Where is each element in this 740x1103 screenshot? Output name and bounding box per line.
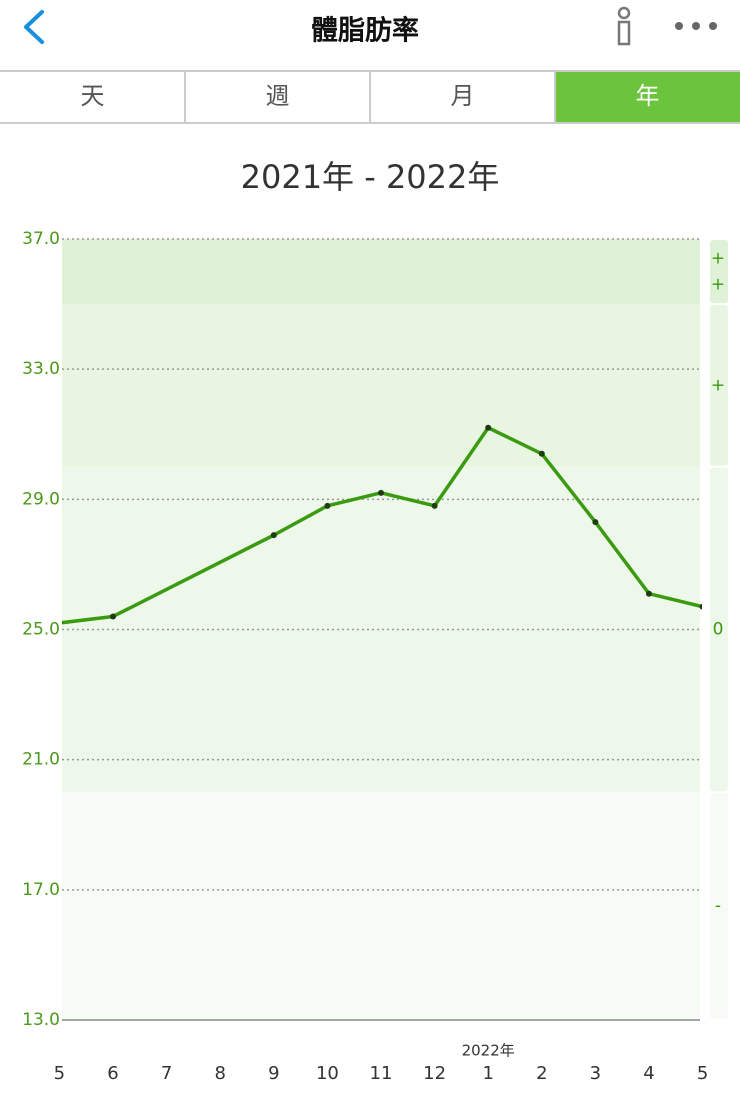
x-annotation: 2022年 [462,1042,515,1060]
tab[interactable] [185,72,370,122]
zone-label: - [715,896,721,916]
data-point [62,621,63,625]
data-point [270,532,277,539]
tab-label: 月 [451,82,475,110]
data-point [646,590,652,597]
x-tick-label: 4 [643,1063,654,1084]
more-button[interactable] [675,22,717,30]
data-point [378,489,384,496]
x-tick-label: 12 [423,1063,446,1084]
tab[interactable] [0,72,185,122]
zone-marker [710,467,728,792]
tab-label: 年 [636,82,660,110]
y-tick-label: 25.0 [22,620,60,640]
y-tick-label: 17.0 [22,880,60,900]
data-point [538,450,545,457]
x-tick-label: 6 [107,1063,118,1084]
zone-label: + [711,275,725,295]
data-point [431,502,438,509]
x-tick-label: 7 [161,1063,172,1084]
zone-band [62,792,700,1020]
zone-label: 0 [713,620,724,640]
data-point [485,424,492,431]
header-title: 體脂肪率 [311,15,419,47]
x-tick-label: 8 [214,1063,225,1084]
x-tick-label: 3 [590,1063,601,1084]
x-tick-label: 10 [316,1063,339,1084]
y-tick-label: 33.0 [22,359,60,379]
data-point [699,603,702,610]
y-tick-label: 37.0 [22,229,60,249]
y-tick-label: 21.0 [22,750,60,770]
x-tick-label: 1 [482,1063,493,1084]
zone-band [62,304,700,467]
tab-bar: 天週月年 [0,72,740,122]
zone-band [62,239,700,305]
x-tick-label: 5 [54,1063,65,1084]
zone-label: + [711,375,725,395]
zone-marker [710,793,728,1019]
x-tick-label: 5 [697,1063,708,1084]
zone-marker [710,240,728,304]
data-point [324,502,331,509]
back-button[interactable] [24,10,44,44]
x-tick-label: 2 [536,1063,547,1084]
data-point [110,613,116,620]
zone-label: + [711,249,725,269]
zone-marker [710,305,728,466]
tab[interactable] [555,72,740,122]
tab[interactable] [370,72,555,122]
y-tick-label: 13.0 [22,1010,60,1030]
chart-title: 2021年 - 2022年 [241,158,500,196]
info-button[interactable] [617,6,631,46]
x-tick-label: 9 [268,1063,279,1084]
tab-label: 天 [81,82,105,110]
data-point [592,519,599,526]
x-tick-label: 11 [370,1063,393,1084]
chart: + + +0 - 13.0 17.0 21.0 25.0 29.0 33.0 37.0 5 6 7 8 9 10… [22,229,728,1084]
y-tick-label: 29.0 [22,489,60,509]
tab-label: 週 [266,82,290,110]
